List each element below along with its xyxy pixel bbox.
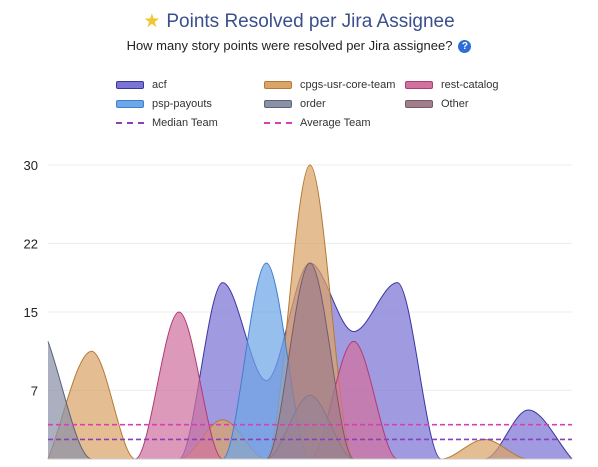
chart-subtitle-text: How many story points were resolved per … — [126, 38, 453, 53]
legend-label: order — [300, 98, 326, 110]
series-area-Other — [48, 263, 572, 459]
legend-item-psp-payouts[interactable]: psp-payouts — [116, 97, 212, 111]
series-line-cpgs-usr-core-team — [47, 164, 572, 460]
legend-swatch — [264, 100, 292, 109]
legend-swatch — [116, 81, 144, 90]
y-tick-label: 22 — [24, 236, 38, 251]
legend-item-cpgs-usr-core-team[interactable]: cpgs-usr-core-team — [264, 78, 395, 92]
legend-swatch — [264, 81, 292, 90]
legend-dash — [116, 122, 144, 125]
y-tick-label: 7 — [31, 383, 38, 398]
legend-swatch — [405, 81, 433, 90]
chart-subtitle: How many story points were resolved per … — [0, 38, 598, 53]
legend-label: Average Team — [300, 117, 371, 129]
legend-item-average-team[interactable]: Average Team — [264, 116, 371, 130]
question-icon[interactable]: ? — [458, 40, 472, 53]
legend-label: psp-payouts — [152, 98, 212, 110]
legend-item-order[interactable]: order — [264, 97, 326, 111]
legend-label: Other — [441, 98, 469, 110]
legend-item-rest-catalog[interactable]: rest-catalog — [405, 78, 498, 92]
legend-label: rest-catalog — [441, 79, 499, 91]
legend-swatch — [405, 100, 433, 109]
legend-dash — [264, 122, 292, 125]
legend-item-acf[interactable]: acf — [116, 78, 167, 92]
series-area-rest-catalog — [48, 312, 572, 459]
legend-item-other[interactable]: Other — [405, 97, 469, 111]
legend-label: Median Team — [152, 117, 218, 129]
legend-swatch — [116, 100, 144, 109]
legend-item-median-team[interactable]: Median Team — [116, 116, 218, 130]
legend-label: acf — [152, 79, 167, 91]
y-tick-label: 30 — [24, 158, 38, 173]
star-icon: ★ — [143, 11, 161, 32]
y-tick-label: 15 — [24, 305, 38, 320]
chart-title: ★ Points Resolved per Jira Assignee — [0, 10, 598, 33]
legend-label: cpgs-usr-core-team — [300, 79, 396, 91]
chart-title-text: Points Resolved per Jira Assignee — [166, 11, 455, 32]
